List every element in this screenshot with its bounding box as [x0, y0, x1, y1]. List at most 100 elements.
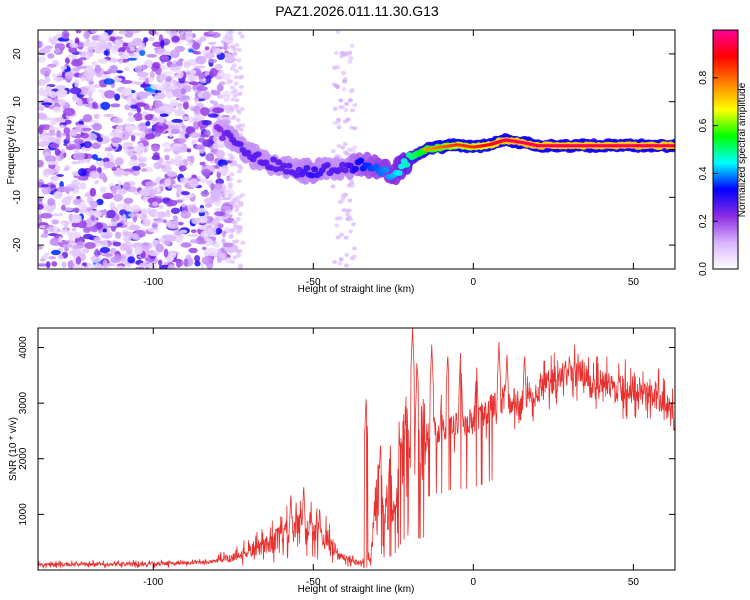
- noise-blob: [175, 259, 182, 268]
- noise-blob: [114, 93, 120, 101]
- noise-blob: [231, 57, 237, 62]
- noise-blob: [194, 65, 206, 69]
- noise-blob: [38, 245, 44, 250]
- ridge-core: [285, 162, 293, 169]
- noise-blob: [183, 61, 191, 69]
- noise-blob: [184, 133, 189, 139]
- x-tick-label: 0: [471, 577, 477, 588]
- noise-blob: [201, 256, 213, 265]
- ridge-core: [282, 168, 290, 175]
- noise-blob: [40, 67, 52, 76]
- noise-blob: [40, 212, 53, 219]
- noise-blob: [50, 38, 58, 46]
- noise-blob: [332, 259, 338, 264]
- noise-blob: [47, 53, 55, 59]
- noise-blob: [131, 132, 143, 136]
- noise-blob: [71, 231, 82, 239]
- noise-blob: [238, 263, 243, 268]
- noise-blob: [182, 101, 189, 110]
- noise-blob: [348, 229, 354, 234]
- noise-blob: [102, 259, 108, 269]
- ridge-core: [382, 166, 390, 173]
- noise-blob: [341, 193, 346, 198]
- noise-blob: [210, 90, 221, 96]
- noise-blob: [38, 263, 48, 267]
- noise-blob: [71, 215, 82, 224]
- noise-blob: [238, 65, 243, 70]
- noise-blob: [63, 107, 76, 117]
- colorbar-frame: [712, 29, 739, 270]
- ridge-core: [311, 166, 319, 173]
- noise-blob: [38, 40, 42, 49]
- noise-blob: [56, 155, 61, 162]
- noise-blob: [346, 183, 352, 188]
- noise-blob: [234, 43, 240, 48]
- noise-blob: [114, 169, 123, 176]
- noise-blob: [134, 52, 140, 59]
- noise-blob: [233, 81, 239, 86]
- noise-blob: [150, 84, 162, 90]
- noise-blob: [110, 137, 123, 144]
- noise-blob: [47, 198, 56, 206]
- noise-blob: [233, 69, 239, 74]
- noise-blob: [237, 225, 243, 230]
- noise-blob: [56, 129, 61, 139]
- noise-blob: [83, 141, 92, 149]
- noise-blob: [119, 30, 127, 35]
- noise-blob: [186, 148, 192, 153]
- noise-blob: [137, 122, 147, 132]
- noise-blob: [342, 142, 348, 147]
- noise-blob: [233, 75, 239, 80]
- noise-blob: [46, 161, 57, 166]
- noise-blob: [75, 30, 82, 34]
- noise-blob: [336, 125, 342, 130]
- noise-blob: [188, 178, 200, 188]
- noise-blob: [40, 258, 46, 262]
- noise-blob: [152, 95, 159, 100]
- noise-blob: [59, 122, 68, 126]
- noise-blob: [90, 215, 95, 222]
- noise-blob: [92, 101, 98, 109]
- noise-blob: [99, 186, 107, 193]
- noise-blob: [120, 54, 125, 60]
- noise-blob: [347, 147, 353, 152]
- noise-blob: [200, 190, 210, 197]
- noise-blob: [72, 244, 84, 249]
- noise-blob: [149, 70, 155, 79]
- noise-blob: [84, 242, 96, 249]
- noise-blob: [166, 199, 178, 207]
- noise-blob: [106, 68, 113, 75]
- noise-blob: [38, 203, 44, 210]
- noise-blob: [145, 263, 157, 268]
- noise-blob: [352, 103, 358, 108]
- noise-blob: [166, 92, 174, 100]
- noise-blob: [122, 42, 128, 51]
- noise-blob: [153, 161, 162, 170]
- ridge-core: [403, 161, 411, 168]
- noise-blob: [86, 48, 94, 58]
- noise-blob: [71, 161, 81, 165]
- noise-blob: [352, 246, 357, 251]
- noise-blob: [237, 31, 243, 36]
- noise-blob: [72, 256, 78, 265]
- noise-blob: [96, 136, 103, 143]
- noise-blob: [50, 175, 60, 182]
- noise-blob: [181, 203, 187, 208]
- noise-blob: [89, 40, 99, 50]
- ridge-core: [346, 162, 354, 169]
- noise-blob: [79, 182, 87, 190]
- noise-blob: [222, 90, 231, 100]
- noise-blob: [76, 65, 88, 70]
- noise-blob: [182, 159, 189, 167]
- noise-blob: [92, 123, 102, 131]
- noise-blob: [217, 94, 224, 99]
- noise-blob: [188, 81, 199, 85]
- colorbar-tick-label: 0.4: [698, 166, 709, 180]
- noise-blob: [209, 100, 215, 104]
- noise-blob: [153, 131, 162, 137]
- noise-blob: [238, 84, 244, 89]
- noise-blob: [203, 197, 215, 205]
- figure-title: PAZ1.2026.011.11.30.G13: [275, 3, 439, 19]
- noise-blob: [211, 194, 221, 202]
